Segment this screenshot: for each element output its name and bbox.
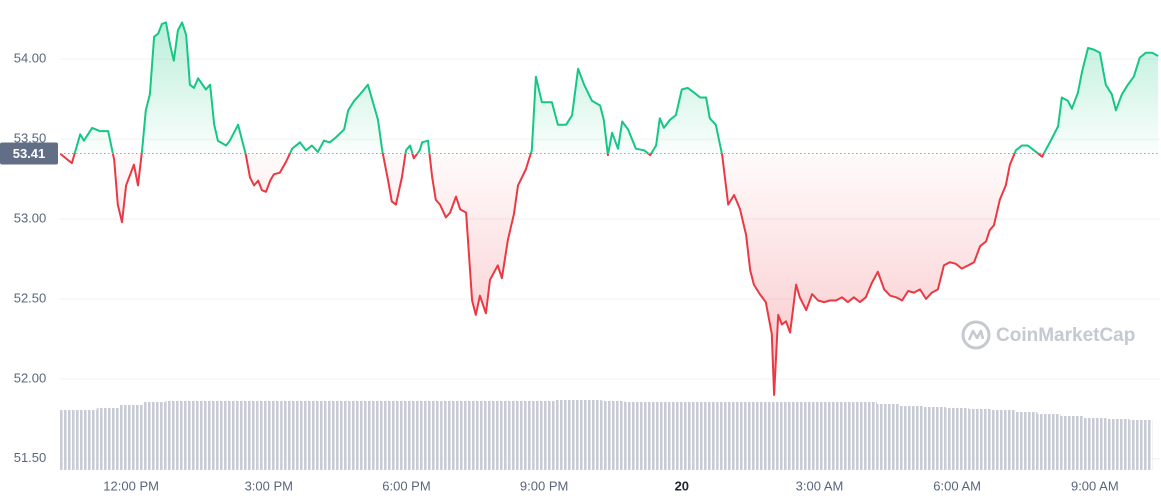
volume-bar bbox=[165, 401, 189, 470]
volume-bar bbox=[417, 401, 441, 470]
x-tick-label: 12:00 PM bbox=[103, 478, 159, 493]
baseline-label: 53.41 bbox=[13, 146, 46, 161]
x-tick-label: 20 bbox=[675, 478, 689, 493]
volume-bar bbox=[647, 402, 671, 470]
volume-bar bbox=[119, 405, 143, 470]
volume-bar bbox=[808, 402, 831, 470]
volume-bar bbox=[349, 401, 373, 470]
y-tick-label: 52.00 bbox=[14, 370, 47, 385]
volume-bar bbox=[440, 401, 464, 470]
volume-bar bbox=[1083, 418, 1107, 470]
volume-bar bbox=[624, 402, 648, 470]
volume-bar bbox=[853, 402, 877, 470]
volume-bar bbox=[876, 404, 900, 470]
volume-bar bbox=[96, 408, 120, 470]
y-tick-label: 53.50 bbox=[14, 131, 47, 146]
volume-bar bbox=[991, 410, 1015, 470]
watermark-logo bbox=[961, 320, 991, 350]
volume-bar bbox=[60, 410, 74, 470]
volume-bar bbox=[1060, 416, 1084, 470]
y-tick-label: 53.00 bbox=[14, 210, 47, 225]
volume-bar bbox=[257, 401, 281, 470]
volume-bar bbox=[1014, 412, 1038, 470]
volume-bar bbox=[693, 402, 717, 470]
watermark-text: CoinMarketCap bbox=[996, 325, 1135, 346]
labels: 51.50 52.00 52.50 53.00 53.50 54.00 12:00 PM 3:… bbox=[0, 51, 1119, 493]
volume-bar bbox=[142, 402, 166, 470]
watermark: CoinMarketCap bbox=[961, 320, 1135, 350]
volume-bar bbox=[463, 401, 487, 470]
volume-bar bbox=[280, 401, 304, 470]
volume-bar bbox=[945, 408, 969, 470]
volume-bar bbox=[785, 402, 809, 470]
volume-bar bbox=[188, 401, 212, 470]
volume-bar bbox=[830, 402, 854, 470]
line-down bbox=[60, 153, 1045, 396]
volume bbox=[60, 400, 1153, 470]
volume-bar bbox=[303, 401, 327, 470]
x-tick-label: 6:00 AM bbox=[933, 478, 981, 493]
x-tick-label: 9:00 AM bbox=[1071, 478, 1119, 493]
x-tick-label: 6:00 PM bbox=[382, 478, 430, 493]
area-down bbox=[60, 153, 1044, 395]
x-tick-label: 3:00 PM bbox=[245, 478, 293, 493]
volume-bar bbox=[395, 401, 418, 470]
x-tick-label: 9:00 PM bbox=[520, 478, 568, 493]
volume-bar bbox=[968, 409, 992, 470]
baseline-label-box bbox=[0, 142, 58, 165]
watermark-logo-mark bbox=[967, 329, 985, 341]
area bbox=[60, 22, 1159, 395]
volume-bar bbox=[762, 402, 786, 470]
price-line bbox=[60, 21, 1160, 396]
volume-bar bbox=[326, 401, 350, 470]
line-up bbox=[60, 21, 1159, 154]
x-tick-label: 3:00 AM bbox=[796, 478, 844, 493]
volume-bar bbox=[532, 401, 556, 470]
y-tick-label: 54.00 bbox=[14, 51, 47, 66]
volume-bar bbox=[555, 400, 579, 470]
volume-bar bbox=[1106, 419, 1130, 470]
area-up bbox=[60, 22, 1159, 154]
volume-bar bbox=[716, 402, 740, 470]
volume-bar bbox=[670, 402, 694, 470]
volume-bar bbox=[509, 401, 533, 470]
y-tick-label: 52.50 bbox=[14, 290, 47, 305]
volume-bar bbox=[1129, 420, 1153, 470]
volume-bar bbox=[601, 401, 625, 470]
volume-bar bbox=[922, 407, 946, 470]
volume-bar bbox=[73, 410, 97, 470]
volume-bar bbox=[372, 401, 396, 470]
volume-bar bbox=[899, 406, 923, 470]
volume-bar bbox=[739, 402, 763, 470]
y-tick-label: 51.50 bbox=[14, 450, 47, 465]
volume-bar bbox=[234, 401, 258, 470]
volume-bar bbox=[211, 401, 235, 470]
volume-bar bbox=[486, 401, 510, 470]
volume-bar bbox=[1037, 414, 1061, 470]
volume-bar bbox=[578, 400, 602, 470]
